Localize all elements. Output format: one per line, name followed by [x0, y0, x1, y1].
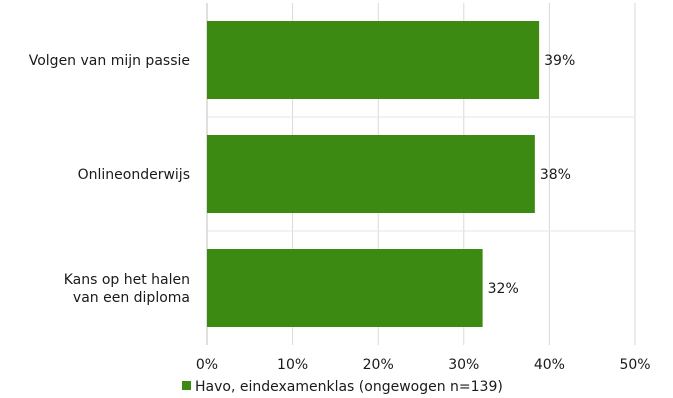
category-label-line: Kans op het halen [64, 272, 190, 288]
data-labels: 39% 38% 32% [488, 53, 576, 297]
data-label-2: 32% [488, 281, 519, 297]
x-tick-label-20: 20% [363, 357, 394, 373]
x-tick-label-40: 40% [534, 357, 565, 373]
category-labels: Volgen van mijn passie Onlineonderwijs Kan… [29, 53, 190, 306]
data-label-0: 39% [544, 53, 575, 69]
category-label-2: Kans op het halen van een diploma [64, 272, 190, 306]
category-label-1: Onlineonderwijs [78, 167, 190, 183]
data-label-1: 38% [540, 167, 571, 183]
x-tick-label-30: 30% [448, 357, 479, 373]
bar-0 [207, 21, 540, 99]
x-axis-tick-labels: 0% 10% 20% 30% 40% 50% [196, 357, 651, 373]
category-label-line: Onlineonderwijs [78, 167, 190, 183]
legend-label: Havo, eindexamenklas (ongewogen n=139) [195, 379, 503, 395]
legend-swatch [182, 381, 191, 390]
category-label-line: Volgen van mijn passie [29, 53, 190, 69]
bars [207, 21, 540, 327]
category-label-0: Volgen van mijn passie [29, 53, 190, 69]
legend: Havo, eindexamenklas (ongewogen n=139) [182, 379, 503, 395]
bar-1 [207, 135, 535, 213]
category-label-line: van een diploma [73, 290, 190, 306]
x-tick-label-10: 10% [277, 357, 308, 373]
bar-2 [207, 249, 483, 327]
x-tick-label-0: 0% [196, 357, 218, 373]
x-tick-label-50: 50% [619, 357, 650, 373]
